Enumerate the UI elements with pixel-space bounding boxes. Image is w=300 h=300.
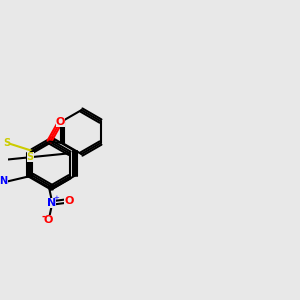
- Text: +: +: [53, 195, 59, 201]
- Text: -: -: [42, 212, 46, 222]
- Text: O: O: [64, 196, 74, 206]
- Text: O: O: [43, 214, 52, 225]
- Text: S: S: [3, 138, 10, 148]
- Text: N: N: [47, 198, 56, 208]
- Text: S: S: [26, 152, 34, 162]
- Text: N: N: [0, 176, 7, 186]
- Text: O: O: [56, 117, 65, 127]
